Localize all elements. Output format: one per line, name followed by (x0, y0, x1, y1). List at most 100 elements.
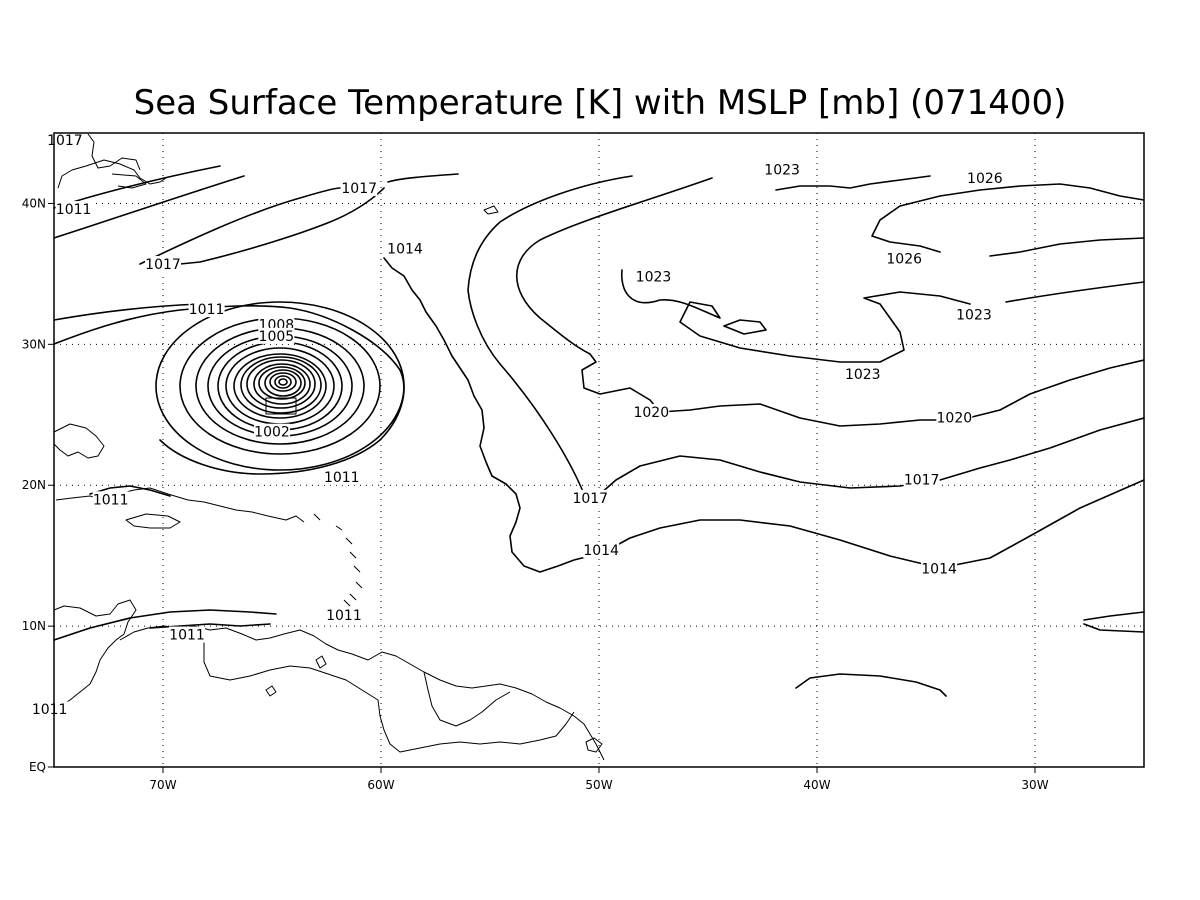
label-1005-text: 1005 (259, 329, 295, 345)
isobar-ring-14 (274, 375, 292, 389)
isobar-ring-5 (217, 341, 343, 431)
label-1023-east: 1023 (955, 306, 992, 324)
label-1026-north: 1026 (966, 170, 1003, 187)
isobar-1023-north (775, 175, 931, 191)
x-tick-label-4: 30W (1021, 778, 1048, 792)
label-1011-northwest-backdrop (55, 201, 92, 218)
label-1011-colombia-text: 1011 (32, 702, 68, 718)
label-1023-west-text: 1023 (636, 270, 672, 286)
isobar-ring-10 (253, 363, 311, 405)
label-1011-center-text: 1011 (189, 302, 225, 318)
isobar-1011-west (53, 303, 201, 321)
label-1011-colombia-backdrop (31, 701, 68, 718)
label-1002-text: 1002 (254, 425, 290, 441)
label-1023-south-text: 1023 (845, 367, 881, 383)
label-1014-east-text: 1014 (921, 561, 957, 577)
y-tick-label-3: 30N (22, 337, 46, 351)
label-1026-north-backdrop (966, 170, 1003, 187)
label-1017-northwest: 1017 (46, 132, 83, 149)
coastline-puerto-rico (125, 513, 181, 529)
label-1020-west: 1020 (633, 403, 670, 421)
label-1017-northwest-text: 1017 (47, 133, 83, 149)
label-1011-center: 1011 (188, 301, 225, 318)
coastline-us-northeast (87, 133, 147, 189)
isobar-labels: 1017101110171017101410111008100510021011… (31, 132, 1003, 718)
label-1011-caribbean-text: 1011 (93, 492, 129, 508)
label-1026-south-text: 1026 (886, 251, 922, 267)
isobar-1014-mid (383, 257, 1145, 573)
isobar-1017-north (179, 187, 385, 265)
x-tick-label-2: 50W (585, 778, 612, 792)
isobar-1023-east (1005, 281, 1145, 303)
label-1020-west-backdrop (633, 403, 670, 420)
isobar-1011-west-b (53, 305, 405, 475)
coastline-lake-maracaibo (265, 685, 277, 697)
coastline-lesser-antilles (313, 513, 363, 607)
isobar-1017-east (599, 417, 1145, 495)
label-1011-caribbean-backdrop (92, 491, 129, 508)
label-1017-west-text: 1017 (145, 257, 181, 273)
label-1002-backdrop (254, 423, 290, 440)
label-1017-east-text: 1017 (904, 473, 940, 489)
label-1011-venezuela: 1011 (325, 606, 362, 624)
y-tick-label-2: 20N (22, 478, 46, 492)
label-1017-east: 1017 (903, 471, 940, 489)
isobar-ring-4 (207, 335, 353, 437)
label-1011-venezuela-west-text: 1011 (169, 628, 205, 644)
isobar-1011-venezuela-b (53, 609, 277, 641)
label-1026-south: 1026 (886, 250, 923, 267)
label-1011-northwest-text: 1011 (56, 202, 92, 218)
label-1014-mid-text: 1014 (583, 543, 619, 559)
coastline-island-north (483, 205, 499, 215)
x-tick-label-0: 70W (149, 778, 176, 792)
label-1014-north-backdrop (386, 240, 423, 257)
isobar-ring-15 (278, 378, 288, 386)
label-1023-east-text: 1023 (956, 308, 992, 324)
coastline-south-america-north (119, 625, 605, 761)
isobar-1023-west (620, 269, 971, 363)
isobar-ring-8 (240, 356, 322, 414)
y-tick-label-0: EQ (29, 760, 46, 774)
x-tick-label-1: 60W (367, 778, 394, 792)
isobar-1020 (516, 177, 1145, 427)
label-1005-backdrop (258, 327, 295, 344)
isobar-east-edge (1083, 611, 1145, 633)
isobar-ring-12 (264, 369, 302, 397)
coastline-south-america-inland (203, 640, 575, 753)
label-1017-north-backdrop (341, 179, 378, 196)
coastline-amazon-mouth (585, 737, 603, 753)
label-1020-west-text: 1020 (633, 405, 669, 421)
isobar-1017-mid (467, 175, 633, 495)
isobar-south-small (795, 673, 947, 697)
label-1002: 1002 (254, 423, 290, 441)
label-1011-center-backdrop (188, 301, 225, 318)
label-1014-mid: 1014 (583, 542, 620, 559)
label-1011-south: 1011 (323, 468, 360, 486)
label-1011-venezuela-text: 1011 (326, 608, 362, 624)
label-1023-south-backdrop (844, 365, 881, 382)
label-1020-east-text: 1020 (937, 411, 973, 427)
label-1023-west-backdrop (635, 268, 672, 285)
label-1023-north-text: 1023 (764, 163, 800, 179)
label-1017-mid-backdrop (572, 489, 609, 506)
label-1011-northwest: 1011 (55, 201, 92, 218)
label-1023-south: 1023 (844, 365, 881, 383)
label-1026-south-backdrop (886, 250, 923, 267)
coastline-border-guyana (423, 671, 511, 727)
label-1014-mid-backdrop (583, 542, 620, 559)
isobar-contours (53, 165, 1145, 697)
label-1011-south-text: 1011 (324, 470, 360, 486)
label-1026-north-text: 1026 (967, 171, 1003, 187)
label-1017-east-backdrop (903, 471, 940, 488)
isobar-small-closed (723, 319, 767, 335)
label-1005: 1005 (258, 327, 295, 345)
isobar-ring-11 (258, 366, 306, 400)
grid-lines (54, 133, 1144, 767)
isobar-1011-caribbean (89, 485, 171, 497)
isobar-ring-9 (246, 359, 316, 409)
label-1017-north: 1017 (341, 179, 378, 197)
axis-ticks: 70W 60W 50W 40W 30W EQ 10N 20N 30N 40N (22, 196, 1049, 792)
y-tick-label-4: 40N (22, 196, 46, 210)
